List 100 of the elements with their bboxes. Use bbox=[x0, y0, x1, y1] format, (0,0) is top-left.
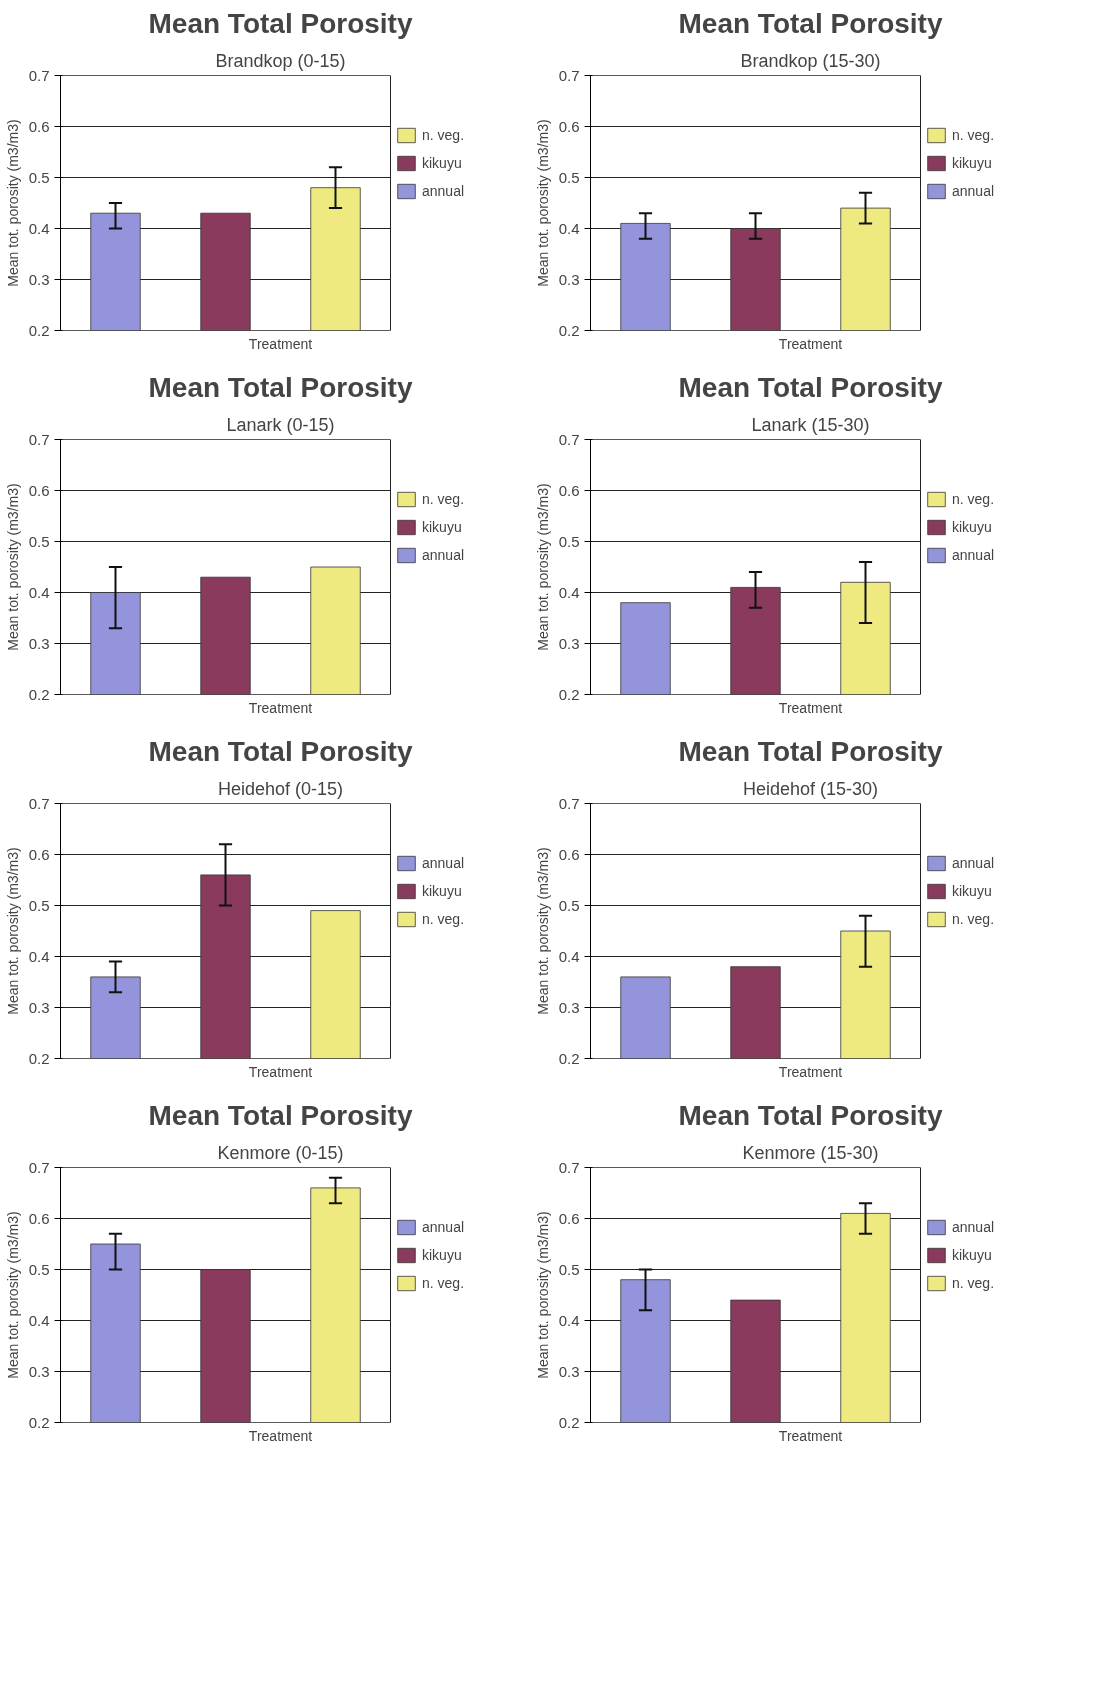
chart-title: Mean Total Porosity bbox=[678, 7, 943, 39]
y-tick-label: 0.5 bbox=[558, 532, 580, 550]
y-axis-title: Mean tot. porosity (m3/m3) bbox=[4, 119, 21, 287]
y-tick-label: 0.6 bbox=[28, 1209, 50, 1227]
y-axis-title: Mean tot. porosity (m3/m3) bbox=[534, 1211, 551, 1379]
y-tick-label: 0.2 bbox=[558, 685, 580, 703]
y-tick-label: 0.7 bbox=[28, 66, 50, 84]
chart-title: Mean Total Porosity bbox=[678, 371, 943, 403]
legend-label: kikuyu bbox=[952, 519, 992, 535]
legend-label: kikuyu bbox=[422, 883, 462, 899]
y-tick-label: 0.4 bbox=[28, 219, 50, 237]
chart-subtitle: Kenmore (0-15) bbox=[217, 1142, 344, 1163]
chart-title: Mean Total Porosity bbox=[148, 7, 413, 39]
legend-label: kikuyu bbox=[422, 519, 462, 535]
y-tick-label: 0.7 bbox=[28, 1158, 50, 1176]
x-axis-title: Treatment bbox=[778, 1063, 843, 1080]
y-tick-label: 0.7 bbox=[558, 430, 580, 448]
x-axis-title: Treatment bbox=[248, 1427, 313, 1444]
y-tick-label: 0.7 bbox=[28, 794, 50, 812]
y-tick-label: 0.4 bbox=[28, 1311, 50, 1329]
y-tick-label: 0.3 bbox=[28, 634, 50, 652]
legend-label: annual bbox=[952, 183, 995, 199]
chart-title: Mean Total Porosity bbox=[148, 1099, 413, 1131]
legend-label: annual bbox=[952, 855, 995, 871]
y-tick-label: 0.5 bbox=[28, 896, 50, 914]
chart-subtitle: Heidehof (15-30) bbox=[742, 778, 879, 799]
y-tick-label: 0.3 bbox=[28, 1362, 50, 1380]
y-tick-label: 0.5 bbox=[28, 1260, 50, 1278]
y-tick-label: 0.6 bbox=[558, 481, 580, 499]
y-tick-label: 0.5 bbox=[28, 168, 50, 186]
x-axis-title: Treatment bbox=[248, 335, 313, 352]
y-tick-label: 0.6 bbox=[558, 117, 580, 135]
y-tick-label: 0.2 bbox=[28, 1413, 50, 1431]
legend-label: annual bbox=[422, 183, 465, 199]
x-axis-title: Treatment bbox=[778, 1427, 843, 1444]
legend-label: kikuyu bbox=[952, 883, 992, 899]
legend-label: n. veg. bbox=[422, 1275, 465, 1291]
legend-label: annual bbox=[422, 855, 465, 871]
y-tick-label: 0.2 bbox=[28, 321, 50, 339]
y-tick-label: 0.2 bbox=[558, 1413, 580, 1431]
x-axis-title: Treatment bbox=[248, 1063, 313, 1080]
legend-label: n. veg. bbox=[952, 127, 995, 143]
y-tick-label: 0.6 bbox=[28, 845, 50, 863]
y-tick-label: 0.3 bbox=[28, 270, 50, 288]
y-tick-label: 0.3 bbox=[558, 270, 580, 288]
legend-label: kikuyu bbox=[952, 155, 992, 171]
chart-title: Mean Total Porosity bbox=[148, 371, 413, 403]
x-axis-title: Treatment bbox=[778, 699, 843, 716]
y-tick-label: 0.6 bbox=[558, 1209, 580, 1227]
chart-title: Mean Total Porosity bbox=[678, 1099, 943, 1131]
y-tick-label: 0.4 bbox=[558, 947, 580, 965]
y-tick-label: 0.5 bbox=[558, 1260, 580, 1278]
y-tick-label: 0.2 bbox=[28, 685, 50, 703]
legend-label: annual bbox=[422, 1219, 465, 1235]
y-tick-label: 0.4 bbox=[28, 583, 50, 601]
y-tick-label: 0.2 bbox=[28, 1049, 50, 1067]
y-tick-label: 0.3 bbox=[558, 998, 580, 1016]
legend-label: annual bbox=[952, 547, 995, 563]
y-tick-label: 0.7 bbox=[558, 1158, 580, 1176]
legend-label: n. veg. bbox=[422, 127, 465, 143]
chart-subtitle: Brandkop (0-15) bbox=[215, 50, 346, 71]
y-tick-label: 0.3 bbox=[28, 998, 50, 1016]
x-axis-title: Treatment bbox=[778, 335, 843, 352]
y-axis-title: Mean tot. porosity (m3/m3) bbox=[534, 119, 551, 287]
x-axis-title: Treatment bbox=[248, 699, 313, 716]
chart-title: Mean Total Porosity bbox=[148, 735, 413, 767]
y-tick-label: 0.2 bbox=[558, 1049, 580, 1067]
legend-label: n. veg. bbox=[952, 491, 995, 507]
y-tick-label: 0.5 bbox=[558, 168, 580, 186]
y-tick-label: 0.5 bbox=[558, 896, 580, 914]
chart-subtitle: Lanark (0-15) bbox=[226, 414, 335, 435]
y-tick-label: 0.7 bbox=[28, 430, 50, 448]
legend-label: n. veg. bbox=[952, 1275, 995, 1291]
legend-label: kikuyu bbox=[422, 1247, 462, 1263]
y-axis-title: Mean tot. porosity (m3/m3) bbox=[534, 847, 551, 1015]
chart-subtitle: Lanark (15-30) bbox=[751, 414, 870, 435]
y-tick-label: 0.6 bbox=[28, 481, 50, 499]
legend-label: kikuyu bbox=[952, 1247, 992, 1263]
y-tick-label: 0.5 bbox=[28, 532, 50, 550]
y-axis-title: Mean tot. porosity (m3/m3) bbox=[4, 1211, 21, 1379]
y-axis-title: Mean tot. porosity (m3/m3) bbox=[4, 483, 21, 651]
chart-subtitle: Heidehof (0-15) bbox=[217, 778, 344, 799]
legend-label: n. veg. bbox=[422, 911, 465, 927]
legend-label: kikuyu bbox=[422, 155, 462, 171]
y-tick-label: 0.3 bbox=[558, 1362, 580, 1380]
y-tick-label: 0.6 bbox=[558, 845, 580, 863]
legend-label: annual bbox=[422, 547, 465, 563]
y-axis-title: Mean tot. porosity (m3/m3) bbox=[534, 483, 551, 651]
legend-label: annual bbox=[952, 1219, 995, 1235]
y-tick-label: 0.4 bbox=[28, 947, 50, 965]
y-tick-label: 0.2 bbox=[558, 321, 580, 339]
y-tick-label: 0.7 bbox=[558, 66, 580, 84]
legend-label: n. veg. bbox=[952, 911, 995, 927]
chart-subtitle: Brandkop (15-30) bbox=[740, 50, 881, 71]
y-tick-label: 0.7 bbox=[558, 794, 580, 812]
y-axis-title: Mean tot. porosity (m3/m3) bbox=[4, 847, 21, 1015]
y-tick-label: 0.3 bbox=[558, 634, 580, 652]
y-tick-label: 0.6 bbox=[28, 117, 50, 135]
chart-title: Mean Total Porosity bbox=[678, 735, 943, 767]
y-tick-label: 0.4 bbox=[558, 1311, 580, 1329]
